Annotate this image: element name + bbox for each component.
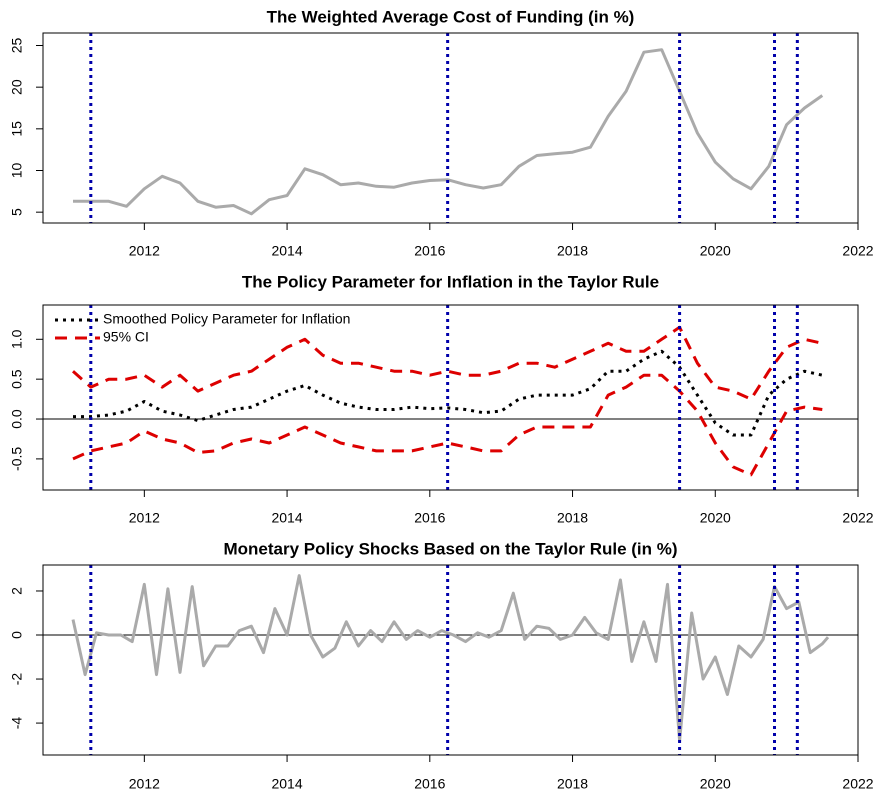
x-tick-label: 2018 xyxy=(557,243,588,259)
chart-title: Monetary Policy Shocks Based on the Tayl… xyxy=(223,539,677,558)
x-tick-label: 2020 xyxy=(700,243,731,259)
data-line xyxy=(71,574,830,743)
panel: Monetary Policy Shocks Based on the Tayl… xyxy=(9,539,874,791)
plot-frame xyxy=(42,564,859,756)
y-tick-label: 2 xyxy=(9,587,25,595)
y-tick-label: -0.5 xyxy=(9,447,25,471)
panel: The Weighted Average Cost of Funding (in… xyxy=(9,7,874,258)
y-tick-label: 10 xyxy=(9,163,25,179)
x-tick-label: 2022 xyxy=(842,510,873,526)
x-tick-label: 2016 xyxy=(414,510,445,526)
legend-label: 95% CI xyxy=(103,329,149,345)
chart-title: The Weighted Average Cost of Funding (in… xyxy=(267,7,635,26)
x-tick-label: 2014 xyxy=(271,510,302,526)
y-tick-label: 1.0 xyxy=(9,329,25,349)
plot-frame xyxy=(42,32,859,224)
x-tick-label: 2012 xyxy=(129,243,160,259)
data-line xyxy=(73,349,823,437)
y-tick-label: 0 xyxy=(9,631,25,639)
y-tick-label: 0.0 xyxy=(9,409,25,429)
plot-area xyxy=(73,33,824,223)
plot-area xyxy=(43,305,858,490)
plot-frame xyxy=(42,304,859,491)
x-tick-label: 2022 xyxy=(842,243,873,259)
data-line xyxy=(73,48,824,216)
x-tick-label: 2012 xyxy=(129,510,160,526)
y-tick-label: 20 xyxy=(9,79,25,95)
x-tick-label: 2022 xyxy=(842,776,873,792)
x-tick-label: 2018 xyxy=(557,510,588,526)
y-tick-label: 5 xyxy=(9,208,25,216)
x-tick-label: 2014 xyxy=(271,776,302,792)
legend-label: Smoothed Policy Parameter for Inflation xyxy=(103,311,350,327)
y-tick-label: 0.5 xyxy=(9,369,25,389)
x-tick-label: 2016 xyxy=(414,243,445,259)
plot-area xyxy=(43,565,858,755)
y-tick-label: 15 xyxy=(9,121,25,137)
y-tick-label: -4 xyxy=(9,717,25,730)
x-tick-label: 2012 xyxy=(129,776,160,792)
y-tick-label: -2 xyxy=(9,673,25,686)
x-tick-label: 2020 xyxy=(700,776,731,792)
panel: The Policy Parameter for Inflation in th… xyxy=(9,272,874,525)
data-line xyxy=(72,325,823,401)
y-tick-label: 25 xyxy=(9,38,25,54)
x-tick-label: 2016 xyxy=(414,776,445,792)
x-tick-label: 2014 xyxy=(271,243,302,259)
x-tick-label: 2020 xyxy=(700,510,731,526)
chart-title: The Policy Parameter for Inflation in th… xyxy=(242,272,659,291)
x-tick-label: 2018 xyxy=(557,776,588,792)
